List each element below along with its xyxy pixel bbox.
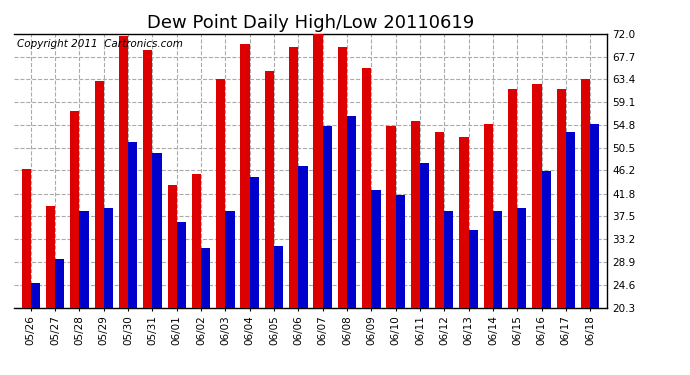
- Bar: [95, 81, 103, 375]
- Bar: [542, 171, 551, 375]
- Bar: [460, 137, 469, 375]
- Bar: [386, 126, 395, 375]
- Bar: [557, 89, 566, 375]
- Bar: [323, 126, 332, 375]
- Bar: [508, 89, 518, 375]
- Bar: [484, 124, 493, 375]
- Bar: [119, 36, 128, 375]
- Bar: [435, 132, 444, 375]
- Bar: [168, 184, 177, 375]
- Bar: [128, 142, 137, 375]
- Bar: [21, 169, 31, 375]
- Bar: [240, 44, 250, 375]
- Bar: [493, 211, 502, 375]
- Bar: [79, 211, 89, 375]
- Bar: [192, 174, 201, 375]
- Bar: [444, 211, 453, 375]
- Bar: [362, 68, 371, 375]
- Bar: [31, 283, 40, 375]
- Bar: [337, 47, 347, 375]
- Bar: [265, 71, 274, 375]
- Bar: [347, 116, 356, 375]
- Bar: [55, 259, 64, 375]
- Bar: [298, 166, 308, 375]
- Bar: [469, 230, 477, 375]
- Bar: [274, 246, 284, 375]
- Bar: [371, 190, 381, 375]
- Bar: [313, 28, 323, 375]
- Bar: [226, 211, 235, 375]
- Bar: [420, 164, 429, 375]
- Bar: [289, 47, 298, 375]
- Bar: [152, 153, 161, 375]
- Bar: [250, 177, 259, 375]
- Text: Copyright 2011  Cartronics.com: Copyright 2011 Cartronics.com: [17, 39, 183, 49]
- Bar: [395, 195, 405, 375]
- Bar: [590, 124, 600, 375]
- Bar: [566, 132, 575, 375]
- Title: Dew Point Daily High/Low 20110619: Dew Point Daily High/Low 20110619: [147, 14, 474, 32]
- Bar: [46, 206, 55, 375]
- Bar: [518, 209, 526, 375]
- Bar: [201, 248, 210, 375]
- Bar: [104, 209, 113, 375]
- Bar: [216, 79, 226, 375]
- Bar: [411, 121, 420, 375]
- Bar: [532, 84, 542, 375]
- Bar: [177, 222, 186, 375]
- Bar: [581, 79, 590, 375]
- Bar: [144, 50, 152, 375]
- Bar: [70, 111, 79, 375]
